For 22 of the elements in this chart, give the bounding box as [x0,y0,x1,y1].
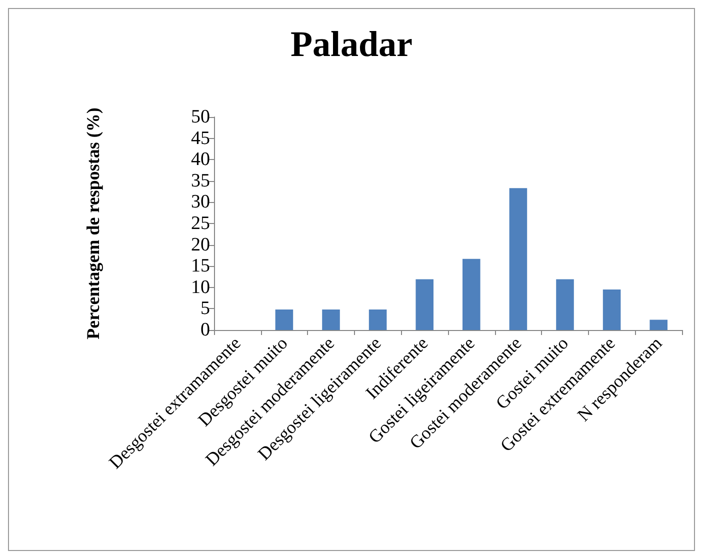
chart-title: Paladar [290,24,413,64]
bar [368,310,387,330]
y-tick-label: 50 [191,106,210,128]
y-tick-label: 40 [191,149,210,170]
y-tick-label: 10 [191,276,210,298]
bar [509,188,528,330]
bar [556,279,574,330]
bar [416,279,434,330]
bar [275,310,294,330]
y-tick-label: 30 [191,192,210,213]
y-tick-label: 20 [191,234,210,256]
bar [602,290,621,330]
bar [650,320,668,330]
bar [462,258,480,330]
y-tick-label: 15 [191,256,210,277]
y-tick-label: 35 [191,170,210,192]
y-axis-title: Percentagem de respostas (%) [83,108,103,340]
y-tick-label: 25 [191,213,210,234]
y-tick-label: 45 [191,128,210,149]
y-tick-label: 5 [200,298,210,320]
bar [322,310,340,330]
y-tick-label: 0 [200,320,210,340]
